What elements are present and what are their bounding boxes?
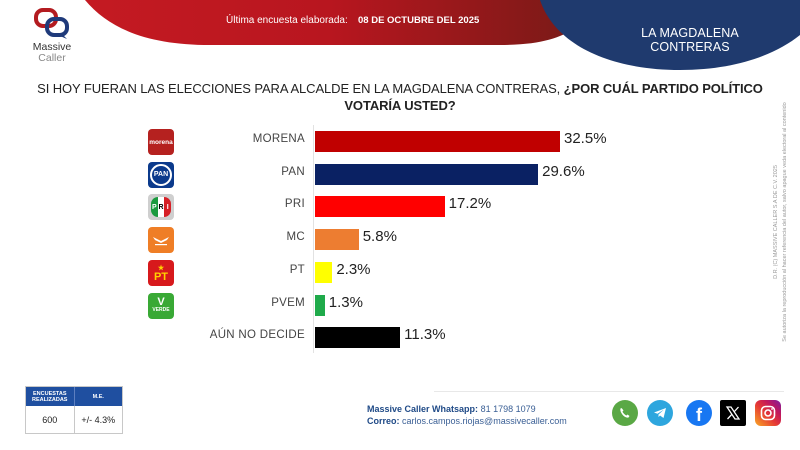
stats-value-surveys: 600 [26,406,75,433]
category-axis-line [313,125,314,353]
stats-header-surveys: ENCUESTAS REALIZADAS [26,387,75,406]
header-blue-shape [540,0,800,70]
stats-header-margin: M.E. [92,393,104,400]
whatsapp-icon[interactable] [612,400,638,426]
bar [315,327,401,349]
survey-date-line: Última encuesta elaborada: 08 DE OCTUBRE… [0,15,500,29]
copyright-line-2: Se autoriza la reproducción al hacer ref… [782,102,788,342]
chart-question: SI HOY FUERAN LAS ELECCIONES PARA ALCALD… [30,80,770,114]
facebook-icon[interactable]: f [686,400,712,426]
chart-row: MC 5.8% [0,223,760,255]
category-label: PVEM [271,296,305,309]
pan-logo-icon: PAN [148,161,174,188]
category-label: MORENA [252,133,305,145]
chart-row: V VERDE PVEM 1.3% [0,289,760,321]
category-label: MC [286,231,305,244]
survey-date-value: 08 DE OCTUBRE DEL 2025 [358,15,480,26]
value-label: 29.6% [542,162,585,180]
instagram-icon[interactable] [755,400,781,426]
location-title: LA MAGDALENA CONTRERAS [641,26,739,54]
survey-date-label: Última encuesta elaborada: [226,15,348,26]
bar [315,131,560,152]
question-regular: SI HOY FUERAN LAS ELECCIONES PARA ALCALD… [37,81,564,96]
bar [315,294,325,316]
value-label: 2.3% [336,260,371,278]
copyright-notice: D.R. (C) MASSIVE CALLER S.A DE C.V. 2025… [772,72,790,372]
x-icon[interactable] [720,400,746,426]
chart-row: P R I PRI 17.2% [0,190,760,222]
header-red-shape [85,0,575,45]
bar-chart: morena MORENA 32.5% PAN PAN 29.6% P R I PRI 17.2% M… [0,125,760,355]
value-label: 1.3% [328,293,363,311]
chart-row: ★ PT PT 2.3% [0,256,760,288]
copyright-line-1: D.R. (C) MASSIVE CALLER S.A DE C.V. 2025 [773,165,779,279]
question-bold: ¿POR CUÁL PARTIDO POLÍTICO VOTARÍA USTED… [344,81,763,113]
telegram-icon[interactable] [647,400,673,426]
value-label: 11.3% [404,326,446,344]
logo-text-massive: Massive [32,41,72,53]
value-label: 5.8% [362,228,397,246]
chart-row: AÚN NO DECIDE 11.3% [0,321,760,353]
category-label: PAN [281,165,305,178]
email-link[interactable]: carlos.campos.riojas@massivecaller.com [402,415,567,426]
whatsapp-label: Massive Caller Whatsapp: [367,404,479,414]
value-label: 32.5% [564,130,607,147]
morena-logo-icon: morena [148,129,174,155]
whatsapp-number[interactable]: 81 1798 1079 [480,404,536,414]
header-banner [85,0,800,70]
category-label: PT [289,263,305,276]
pt-logo-icon: ★ PT [148,259,174,286]
category-label: AÚN NO DECIDE [209,329,305,342]
bar [315,196,445,218]
value-label: 17.2% [448,195,492,213]
massive-caller-logo: Massive Caller [22,8,82,66]
bar [315,261,333,283]
survey-stats-table: ENCUESTAS REALIZADAS M.E. 600 +/- 4.3% [25,386,123,434]
contact-info: Massive Caller Whatsapp: 81 1798 1079 Co… [367,404,567,427]
footer-divider [434,391,784,392]
email-label: Correo: [367,415,400,426]
chat-bubbles-logo-icon [34,8,69,39]
stats-value-margin: +/- 4.3% [81,414,116,425]
mc-logo-icon [148,227,174,254]
bar [315,163,539,185]
chart-row: morena MORENA 32.5% [0,125,760,157]
pvem-logo-icon: V VERDE [148,292,174,319]
chart-row: PAN PAN 29.6% [0,158,760,190]
category-label: PRI [284,198,305,211]
bar [315,229,359,251]
logo-text-caller: Caller [38,52,66,64]
